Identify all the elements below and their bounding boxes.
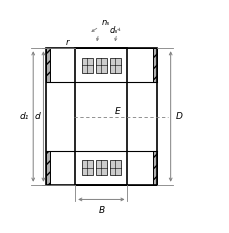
Polygon shape xyxy=(82,58,92,73)
Polygon shape xyxy=(68,151,75,185)
Polygon shape xyxy=(109,58,120,73)
Polygon shape xyxy=(153,48,156,82)
Polygon shape xyxy=(82,160,92,175)
Polygon shape xyxy=(46,151,49,185)
Text: D: D xyxy=(175,112,182,121)
Polygon shape xyxy=(49,48,153,82)
Text: nₛ: nₛ xyxy=(101,18,110,27)
Polygon shape xyxy=(95,58,106,73)
Polygon shape xyxy=(127,48,134,82)
Polygon shape xyxy=(49,151,153,185)
Text: r: r xyxy=(66,38,69,47)
Polygon shape xyxy=(46,48,49,82)
Polygon shape xyxy=(109,160,120,175)
Text: dₛ: dₛ xyxy=(109,26,117,35)
Polygon shape xyxy=(127,151,134,185)
Text: d: d xyxy=(35,112,41,121)
Polygon shape xyxy=(95,160,106,175)
Polygon shape xyxy=(153,151,156,185)
Polygon shape xyxy=(68,48,75,82)
Text: d₁: d₁ xyxy=(20,112,29,121)
Text: B: B xyxy=(98,206,104,215)
Text: E: E xyxy=(114,107,120,116)
